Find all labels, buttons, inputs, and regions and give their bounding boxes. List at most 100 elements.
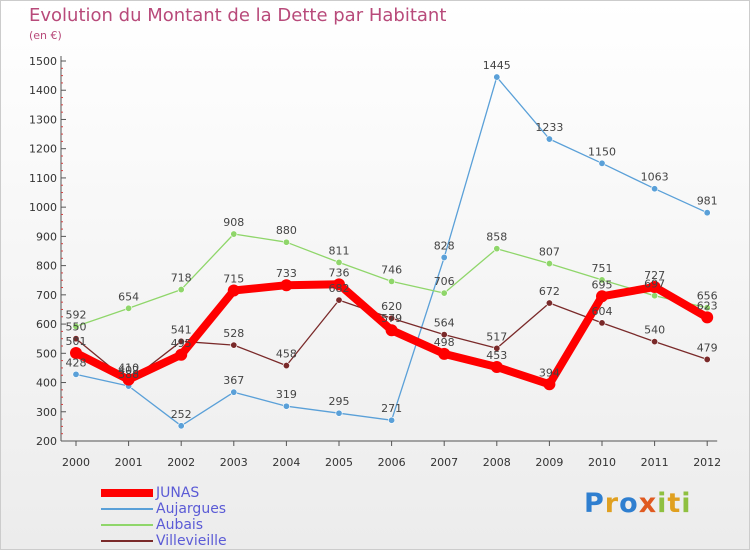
data-point <box>651 292 659 300</box>
data-point <box>335 409 343 417</box>
y-tick-label: 800 <box>36 260 57 273</box>
logo-letter: i <box>657 488 668 519</box>
logo-letter: o <box>619 488 639 519</box>
y-tick-label: 1000 <box>29 201 57 214</box>
data-point <box>388 277 396 285</box>
data-point <box>280 279 293 292</box>
y-tick-label: 500 <box>36 347 57 360</box>
data-label: 479 <box>697 341 718 354</box>
data-point <box>493 73 501 81</box>
data-point <box>651 185 659 193</box>
data-point <box>440 253 448 261</box>
data-point <box>177 422 185 430</box>
data-point <box>545 135 553 143</box>
series-lines <box>72 76 712 427</box>
y-tick-label: 400 <box>36 377 57 390</box>
data-label: 458 <box>276 348 297 361</box>
data-label: 564 <box>434 317 455 330</box>
data-label: 367 <box>223 374 244 387</box>
data-label: 656 <box>697 290 718 303</box>
data-label: 592 <box>66 308 87 321</box>
legend-label: JUNAS <box>156 485 200 501</box>
data-label: 620 <box>381 300 402 313</box>
y-tick-label: 1400 <box>29 84 57 97</box>
data-point <box>385 324 398 337</box>
data-point <box>703 304 711 312</box>
x-tick-label: 2007 <box>430 456 458 469</box>
data-label: 579 <box>381 312 402 325</box>
x-tick-label: 2009 <box>535 456 563 469</box>
data-label: 880 <box>276 224 297 237</box>
y-tick-label: 1500 <box>29 55 57 68</box>
x-tick-label: 2000 <box>62 456 90 469</box>
data-point <box>227 284 240 297</box>
y-tick-label: 1100 <box>29 172 57 185</box>
data-point <box>282 238 290 246</box>
y-tick-label: 600 <box>36 318 57 331</box>
data-point <box>440 331 448 339</box>
legend-label: Aujargues <box>156 501 227 517</box>
data-point <box>388 314 396 322</box>
data-point <box>701 311 714 324</box>
chart-title: Evolution du Montant de la Dette par Hab… <box>29 5 447 26</box>
x-tick-label: 2006 <box>378 456 406 469</box>
data-label: 727 <box>644 269 665 282</box>
data-point <box>333 278 345 291</box>
data-point <box>122 373 135 386</box>
y-tick-label: 200 <box>36 435 57 448</box>
data-label: 733 <box>276 267 297 280</box>
series-points <box>70 73 714 430</box>
x-tick-label: 2005 <box>325 456 353 469</box>
data-point <box>490 361 503 374</box>
data-label: 498 <box>434 336 455 349</box>
x-tick-label: 2003 <box>220 456 248 469</box>
data-label: 828 <box>434 239 455 252</box>
data-point <box>72 370 80 378</box>
data-label: 858 <box>486 231 507 244</box>
axes: 200 300 400 500 600 700 800 900 1000 1100 1200 1300… <box>29 55 721 469</box>
data-label: 654 <box>118 290 139 303</box>
series-line-aujargues <box>75 76 708 427</box>
data-label: 811 <box>329 244 350 257</box>
x-tick-label: 2002 <box>167 456 195 469</box>
data-label: 981 <box>697 195 718 208</box>
data-label: 695 <box>592 278 613 291</box>
data-label: 682 <box>329 282 350 295</box>
data-label: 751 <box>592 262 613 275</box>
data-label: 697 <box>644 278 665 291</box>
data-point <box>282 362 290 370</box>
data-point <box>230 230 238 238</box>
data-label: 604 <box>592 305 613 318</box>
logo-letter: P <box>584 488 605 519</box>
data-point <box>545 299 553 307</box>
data-label: 394 <box>539 366 560 379</box>
data-label: 1445 <box>483 59 511 72</box>
legend-label: Aubais <box>156 517 204 533</box>
legend-swatch <box>101 508 153 510</box>
data-point <box>596 290 608 303</box>
data-point <box>598 319 606 327</box>
x-tick-label: 2010 <box>588 456 616 469</box>
legend-swatch <box>101 524 153 526</box>
data-label: 1150 <box>588 145 616 158</box>
data-point <box>125 304 133 312</box>
data-point <box>703 355 711 363</box>
data-label: 550 <box>66 321 87 334</box>
x-tick-label: 2008 <box>483 456 511 469</box>
data-label: 501 <box>66 335 87 348</box>
data-label: 807 <box>539 246 560 259</box>
data-point <box>72 322 80 330</box>
data-point <box>543 378 556 391</box>
data-point <box>440 289 448 297</box>
data-label: 623 <box>697 299 718 312</box>
data-point <box>230 341 238 349</box>
data-point <box>703 209 711 217</box>
data-point <box>175 348 188 361</box>
data-point <box>177 286 185 294</box>
data-label: 715 <box>223 272 244 285</box>
data-point <box>72 335 80 343</box>
data-point <box>493 245 501 253</box>
data-point <box>598 276 606 284</box>
data-label: 540 <box>644 324 665 337</box>
